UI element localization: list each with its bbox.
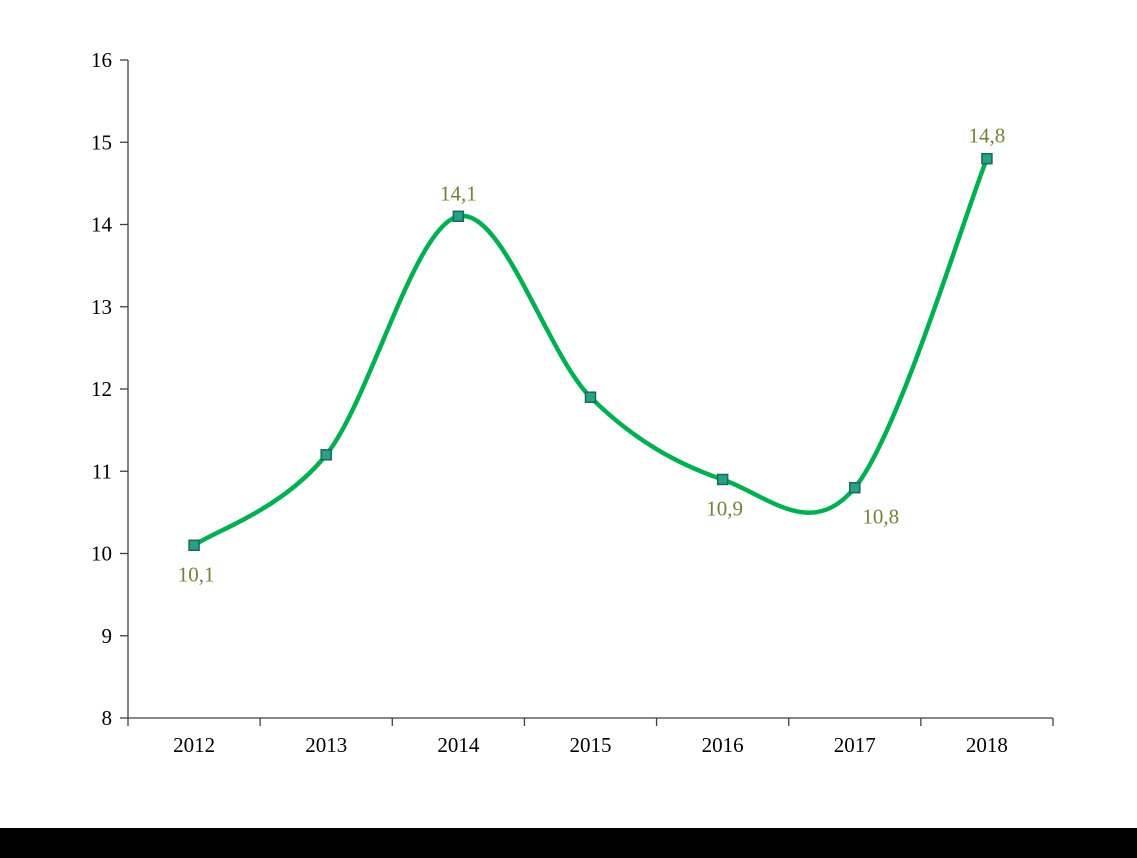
data-point-label: 10,9	[706, 496, 743, 520]
series-line	[191, 156, 990, 548]
data-point-marker	[188, 539, 200, 552]
y-tick-label: 8	[102, 706, 113, 730]
y-tick-label: 12	[91, 377, 112, 401]
data-point-marker	[849, 481, 861, 494]
x-tick-label: 2013	[305, 733, 347, 757]
y-tick-label: 14	[91, 213, 113, 237]
data-point-label: 14,8	[969, 124, 1006, 148]
x-tick-label: 2018	[966, 733, 1008, 757]
y-tick-label: 16	[91, 48, 112, 72]
data-point-marker	[452, 210, 465, 223]
y-tick-label: 15	[91, 130, 112, 154]
data-point-label: 10,8	[862, 505, 899, 529]
data-point-label: 14,1	[440, 181, 477, 205]
bottom-black-bar	[0, 828, 1137, 858]
x-tick-label: 2014	[437, 733, 480, 757]
data-point-label: 10,1	[178, 562, 215, 586]
y-tick-label: 9	[102, 624, 113, 648]
y-tick-label: 10	[91, 542, 112, 566]
data-point-marker	[584, 391, 597, 403]
x-tick-label: 2017	[834, 733, 876, 757]
x-tick-label: 2016	[702, 733, 744, 757]
y-tick-label: 13	[91, 295, 112, 319]
data-point-marker	[320, 449, 332, 461]
x-tick-label: 2012	[173, 733, 215, 757]
x-tick-label: 2015	[570, 733, 612, 757]
data-point-marker	[981, 152, 993, 165]
line-chart: 8 9 10 11 12 13 14 15 16 2012 2013 2014 2015 2016 2017…	[91, 48, 1054, 757]
y-tick-label: 11	[92, 459, 112, 483]
data-point-marker	[716, 473, 729, 486]
